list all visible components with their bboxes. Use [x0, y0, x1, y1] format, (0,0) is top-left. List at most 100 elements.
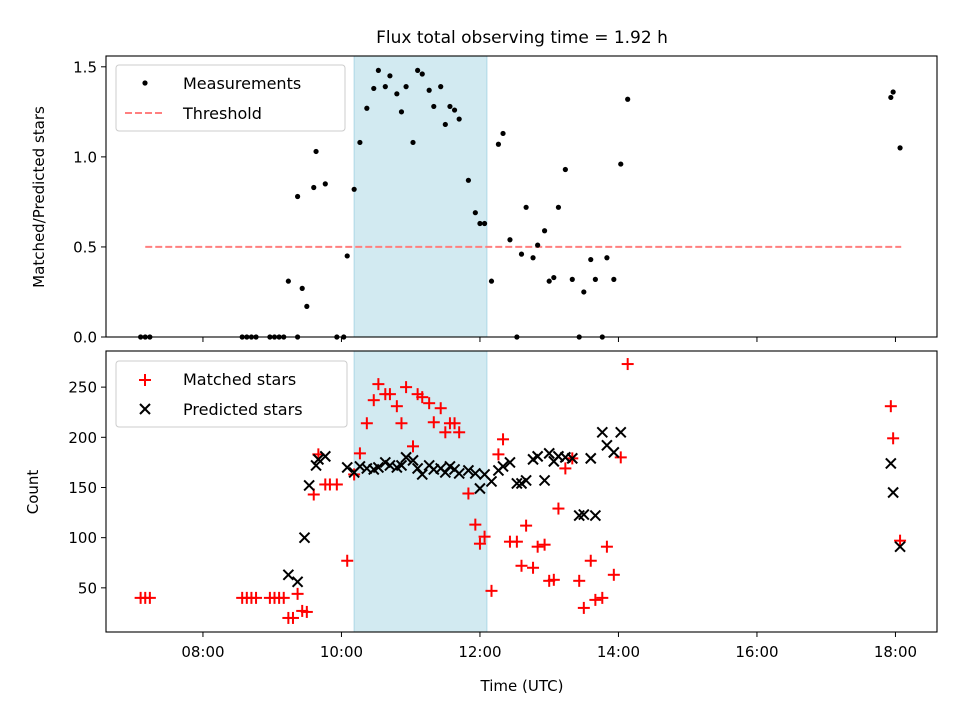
- predicted-star-point: [585, 452, 597, 465]
- legend-marker-predicted: [139, 403, 151, 415]
- count-panel: 50 100 150 200 250 08:00 10:00 12:00 14:00 16:00…: [24, 350, 938, 695]
- measurement-point: [311, 184, 317, 191]
- legend-box: [115, 64, 346, 132]
- measurement-point: [604, 255, 610, 261]
- matched-star-point: [621, 358, 634, 371]
- x-tick-label: 18:00: [874, 643, 917, 661]
- matched-star-point: [497, 433, 510, 446]
- highlight-span-rect: [353, 55, 488, 338]
- legend-label-measurements: Measurements: [183, 74, 301, 93]
- y-tick-label: 1.0: [73, 148, 97, 166]
- matched-star-point: [348, 468, 361, 481]
- predicted-star-point: [469, 467, 482, 480]
- measurement-point: [581, 289, 587, 295]
- measurement-point: [500, 130, 506, 137]
- matched-star-point: [143, 591, 156, 604]
- y-tick-label: 0.5: [73, 238, 97, 256]
- predicted-star-point: [372, 461, 385, 474]
- measurement-point: [364, 105, 370, 111]
- predicted-stars-points: [282, 426, 906, 588]
- matched-star-point: [884, 400, 897, 413]
- predicted-star-point: [504, 456, 516, 469]
- measurement-point: [431, 103, 437, 110]
- ratio-panel-frame: [105, 55, 938, 338]
- predicted-star-point: [566, 452, 578, 465]
- predicted-star-point: [298, 531, 311, 544]
- x-tick-label: 16:00: [735, 643, 778, 661]
- matched-star-point: [600, 540, 613, 553]
- predicted-star-point: [354, 460, 366, 473]
- measurement-point: [398, 109, 405, 115]
- y-tick-label: 0.0: [73, 329, 97, 347]
- measurement-point: [888, 94, 894, 101]
- predicted-star-point: [407, 454, 419, 467]
- measurement-point: [625, 96, 631, 102]
- legend-marker-measurements: [142, 80, 148, 86]
- matched-star-point: [589, 593, 602, 606]
- matched-star-point: [520, 519, 533, 532]
- legend: Measurements Threshold: [115, 64, 346, 132]
- y-tick-label: 1.5: [73, 58, 97, 76]
- matched-star-point: [383, 388, 396, 401]
- matched-star-point: [407, 440, 420, 453]
- y-tick-label: 200: [68, 429, 97, 447]
- measurement-point: [495, 141, 502, 147]
- measurement-point: [555, 204, 562, 210]
- y-tick-label: 150: [68, 479, 97, 497]
- predicted-star-point: [543, 447, 555, 460]
- matched-star-point: [416, 391, 429, 404]
- predicted-star-point: [538, 474, 551, 487]
- matched-star-point: [515, 559, 528, 572]
- matched-star-point: [353, 447, 366, 460]
- measurement-point: [472, 210, 478, 216]
- matched-star-point: [448, 417, 461, 430]
- predicted-star-point: [462, 464, 475, 477]
- predicted-star-point: [474, 482, 486, 495]
- matched-stars-points: [134, 358, 907, 624]
- x-ticks: [202, 337, 896, 342]
- matched-star-point: [584, 554, 597, 567]
- matched-star-point: [473, 537, 486, 550]
- x-tick-label: 14:00: [597, 643, 640, 661]
- predicted-star-point: [453, 467, 465, 480]
- matched-star-point: [427, 416, 440, 429]
- measurement-point: [569, 276, 575, 282]
- measurement-point: [351, 186, 357, 192]
- matched-star-point: [439, 426, 452, 439]
- x-tick-label: 10:00: [320, 643, 363, 661]
- measurement-point: [588, 256, 594, 263]
- measurement-point: [442, 121, 448, 128]
- predicted-star-point: [485, 475, 498, 488]
- matched-star-point: [559, 462, 572, 475]
- matched-star-point: [531, 540, 544, 553]
- measurement-point: [394, 91, 400, 97]
- matched-star-point: [547, 573, 560, 586]
- measurement-point: [618, 161, 624, 167]
- measurement-point: [551, 274, 557, 281]
- matched-star-point: [527, 561, 540, 574]
- predicted-star-point: [511, 477, 523, 490]
- y-axis-label: Count: [24, 470, 42, 515]
- measurement-point: [371, 85, 377, 92]
- predicted-star-point: [596, 426, 608, 438]
- legend-label-threshold: Threshold: [182, 104, 262, 123]
- matched-star-point: [453, 426, 466, 439]
- measurement-point: [451, 107, 458, 113]
- matched-star-point: [492, 448, 505, 461]
- measurement-point: [285, 278, 291, 284]
- measurement-point: [518, 251, 525, 257]
- predicted-star-point: [319, 450, 331, 463]
- predicted-star-point: [520, 474, 532, 487]
- x-tick-label: 12:00: [458, 643, 501, 661]
- matched-star-point: [478, 530, 491, 543]
- measurement-point: [438, 84, 444, 90]
- predicted-star-point: [531, 450, 544, 463]
- predicted-star-point: [310, 459, 322, 472]
- x-ticks: 08:00 10:00 12:00 14:00 16:00 18:00: [181, 632, 917, 661]
- matched-star-point: [538, 538, 551, 551]
- measurement-point: [465, 177, 472, 183]
- measurement-point: [481, 220, 488, 227]
- measurement-point: [546, 278, 552, 284]
- measurement-point: [592, 276, 598, 282]
- matched-star-point: [250, 591, 263, 604]
